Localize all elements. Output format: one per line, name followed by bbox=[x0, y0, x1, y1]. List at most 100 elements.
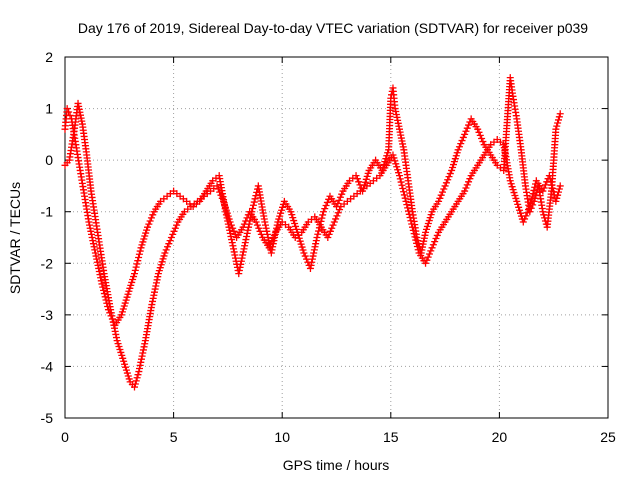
data-point-fill bbox=[262, 224, 270, 232]
data-point bbox=[241, 239, 249, 247]
data-point-fill bbox=[131, 380, 139, 388]
data-point-fill bbox=[309, 252, 317, 260]
data-point-fill bbox=[165, 240, 173, 248]
data-point-fill bbox=[457, 140, 465, 148]
axis-ticks: 0 5 10 15 20 25 -5 -4 -3 -2 -1 0 1 2 bbox=[41, 49, 616, 445]
data-point-fill bbox=[427, 247, 435, 255]
y-tick-label: -3 bbox=[41, 307, 54, 323]
data-point-fill bbox=[323, 198, 331, 206]
data-point bbox=[226, 218, 234, 226]
data-point-fill bbox=[166, 237, 174, 245]
data-point-fill bbox=[95, 264, 103, 272]
data-point-fill bbox=[476, 131, 484, 139]
data-point-fill bbox=[136, 361, 144, 369]
data-point-fill bbox=[315, 227, 323, 235]
data-point-fill bbox=[437, 191, 445, 199]
data-point-fill bbox=[554, 116, 562, 124]
data-point-fill bbox=[96, 271, 104, 279]
x-tick-label: 15 bbox=[383, 429, 399, 445]
data-point bbox=[539, 187, 547, 195]
data-point-fill bbox=[132, 263, 140, 271]
data-point-fill bbox=[131, 266, 139, 274]
data-point-fill bbox=[431, 238, 439, 246]
data-point bbox=[454, 146, 462, 154]
data-point-fill bbox=[322, 202, 330, 210]
data-point-fill bbox=[242, 217, 250, 225]
data-point-fill bbox=[150, 291, 158, 299]
data-point-fill bbox=[141, 340, 149, 348]
data-point-fill bbox=[147, 214, 155, 222]
plot-frame bbox=[64, 56, 609, 419]
data-point bbox=[91, 249, 99, 257]
data-point-fill bbox=[333, 212, 341, 220]
data-point-fill bbox=[135, 253, 143, 261]
data-point-fill bbox=[97, 274, 105, 282]
data-point-fill bbox=[243, 229, 251, 237]
data-point-fill bbox=[414, 246, 422, 254]
data-point-fill bbox=[308, 258, 316, 266]
data-point bbox=[435, 197, 443, 205]
data-point-fill bbox=[86, 224, 94, 232]
data-point-fill bbox=[553, 122, 561, 130]
data-point-fill bbox=[268, 238, 276, 246]
data-point-fill bbox=[554, 119, 562, 127]
data-point-fill bbox=[433, 231, 441, 239]
data-point-fill bbox=[92, 252, 100, 260]
data-point-fill bbox=[338, 190, 346, 198]
data-point-fill bbox=[230, 248, 238, 256]
data-point-fill bbox=[303, 255, 311, 263]
data-point-fill bbox=[99, 283, 107, 291]
data-point-fill bbox=[249, 204, 257, 212]
data-point-fill bbox=[408, 220, 416, 228]
data-point-fill bbox=[240, 245, 248, 253]
data-point-fill bbox=[150, 288, 158, 296]
data-point bbox=[144, 223, 152, 231]
data-point-fill bbox=[463, 181, 471, 189]
data-point-fill bbox=[251, 195, 259, 203]
data-point-fill bbox=[134, 371, 142, 379]
y-tick-label: -2 bbox=[41, 255, 54, 271]
data-point-fill bbox=[227, 232, 235, 240]
data-point-fill bbox=[553, 194, 561, 202]
data-point-fill bbox=[329, 221, 337, 229]
data-point-fill bbox=[93, 258, 101, 266]
data-point-fill bbox=[462, 127, 470, 135]
data-point-fill bbox=[140, 343, 148, 351]
data-point bbox=[235, 270, 243, 278]
data-point-fill bbox=[440, 185, 448, 193]
data-point-fill bbox=[400, 188, 408, 196]
data-point-fill bbox=[410, 230, 418, 238]
data-point-fill bbox=[110, 321, 118, 329]
data-point-fill bbox=[109, 315, 117, 323]
data-point-fill bbox=[232, 254, 240, 262]
data-point bbox=[306, 264, 314, 272]
data-point-fill bbox=[86, 221, 94, 229]
data-point bbox=[461, 130, 469, 138]
data-point-fill bbox=[154, 273, 162, 281]
data-point bbox=[395, 172, 403, 180]
x-tick-label: 25 bbox=[600, 429, 616, 445]
data-point-fill bbox=[522, 212, 530, 220]
data-point-fill bbox=[444, 176, 452, 184]
data-point-fill bbox=[87, 230, 95, 238]
data-point-fill bbox=[170, 227, 178, 235]
data-point bbox=[556, 110, 564, 118]
data-point-fill bbox=[312, 240, 320, 248]
data-point-fill bbox=[401, 194, 409, 202]
data-point-fill bbox=[403, 201, 411, 209]
y-tick-label: -1 bbox=[41, 204, 54, 220]
data-point-fill bbox=[162, 246, 170, 254]
data-point-fill bbox=[554, 191, 562, 199]
data-point-fill bbox=[319, 211, 327, 219]
data-point-fill bbox=[238, 254, 246, 262]
data-point-fill bbox=[413, 243, 421, 251]
data-point bbox=[352, 172, 360, 180]
data-point-fill bbox=[465, 121, 473, 129]
data-point-fill bbox=[455, 143, 463, 151]
data-point bbox=[148, 301, 156, 309]
data-point-fill bbox=[462, 184, 470, 192]
data-point-fill bbox=[411, 233, 419, 241]
data-point-fill bbox=[310, 249, 318, 257]
data-point bbox=[267, 249, 275, 257]
data-point-fill bbox=[423, 256, 431, 264]
